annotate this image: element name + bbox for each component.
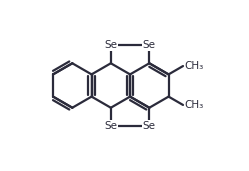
Text: CH₃: CH₃ <box>185 100 204 110</box>
Text: Se: Se <box>104 121 117 131</box>
Text: Se: Se <box>143 40 156 50</box>
Text: Se: Se <box>143 121 156 131</box>
Text: CH₃: CH₃ <box>185 61 204 71</box>
Text: Se: Se <box>104 40 117 50</box>
